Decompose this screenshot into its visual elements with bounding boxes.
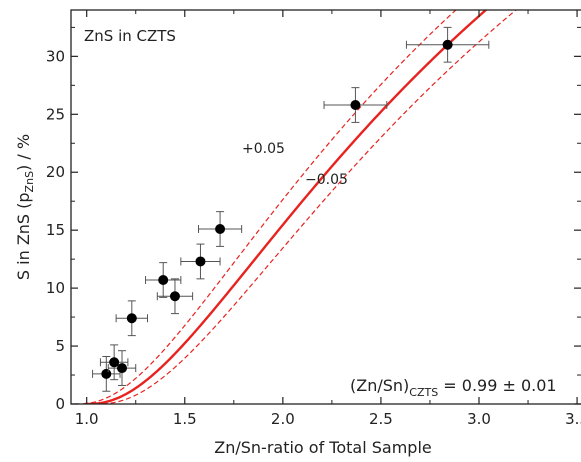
data-point xyxy=(107,350,137,386)
x-tick-label: 1.5 xyxy=(173,410,197,428)
y-axis-title-sub: ZnS xyxy=(23,171,36,193)
data-marker xyxy=(109,357,120,368)
y-tick-label: 0 xyxy=(55,395,65,413)
result-annotation: (Zn/Sn)CZTS = 0.99 ± 0.01 xyxy=(350,376,557,399)
y-tick-label: 5 xyxy=(55,337,65,355)
data-points xyxy=(92,26,490,392)
data-point xyxy=(323,87,388,123)
fit-band-upper xyxy=(75,10,457,404)
upper-band-label: +0.05 xyxy=(242,141,285,157)
result-value: = 0.99 ± 0.01 xyxy=(438,376,556,395)
x-tick-label: 1.0 xyxy=(75,410,99,428)
x-tick-label: 2.5 xyxy=(369,410,393,428)
y-axis-title-suffix: ) / % xyxy=(14,134,33,171)
data-marker xyxy=(215,224,226,235)
y-tick-label: 20 xyxy=(46,163,65,181)
x-tick-label: 3.5 xyxy=(565,410,581,428)
fit-curves xyxy=(75,10,517,404)
x-tick-label: 3.0 xyxy=(467,410,491,428)
data-marker xyxy=(195,256,206,267)
data-marker xyxy=(350,100,361,111)
y-tick-label: 10 xyxy=(46,279,65,297)
data-point xyxy=(156,278,194,315)
y-tick-label: 15 xyxy=(46,221,65,239)
axis-ticks: 1.0 1.5 2.0 2.5 3.0 3.5 0 5 10 15 20 25 30 xyxy=(46,10,581,428)
x-tick-label: 2.0 xyxy=(271,410,295,428)
plot-frame xyxy=(70,9,581,405)
y-tick-label: 30 xyxy=(46,47,65,65)
fit-curve xyxy=(84,10,488,404)
data-marker xyxy=(442,39,453,50)
data-point xyxy=(180,243,221,280)
x-axis-title: Zn/Sn-ratio of Total Sample xyxy=(214,438,432,457)
lower-band-label: −0.05 xyxy=(305,172,348,188)
data-marker xyxy=(126,313,137,324)
panel-label: ZnS in CZTS xyxy=(84,27,176,45)
y-tick-label: 25 xyxy=(46,105,65,123)
data-marker xyxy=(158,275,169,286)
result-main: (Zn/Sn) xyxy=(350,376,409,395)
data-marker xyxy=(101,368,112,379)
data-marker xyxy=(169,291,180,302)
data-point xyxy=(405,26,490,63)
fit-band-lower xyxy=(94,10,517,404)
data-marker xyxy=(117,363,127,374)
data-point xyxy=(198,211,243,247)
data-point xyxy=(145,262,182,298)
y-axis-title: S in ZnS (pZnS) / % xyxy=(14,134,36,280)
data-point xyxy=(99,344,129,381)
data-point xyxy=(115,300,148,337)
y-axis-title-main: S in ZnS (p xyxy=(14,192,33,280)
result-sub: CZTS xyxy=(409,386,438,399)
